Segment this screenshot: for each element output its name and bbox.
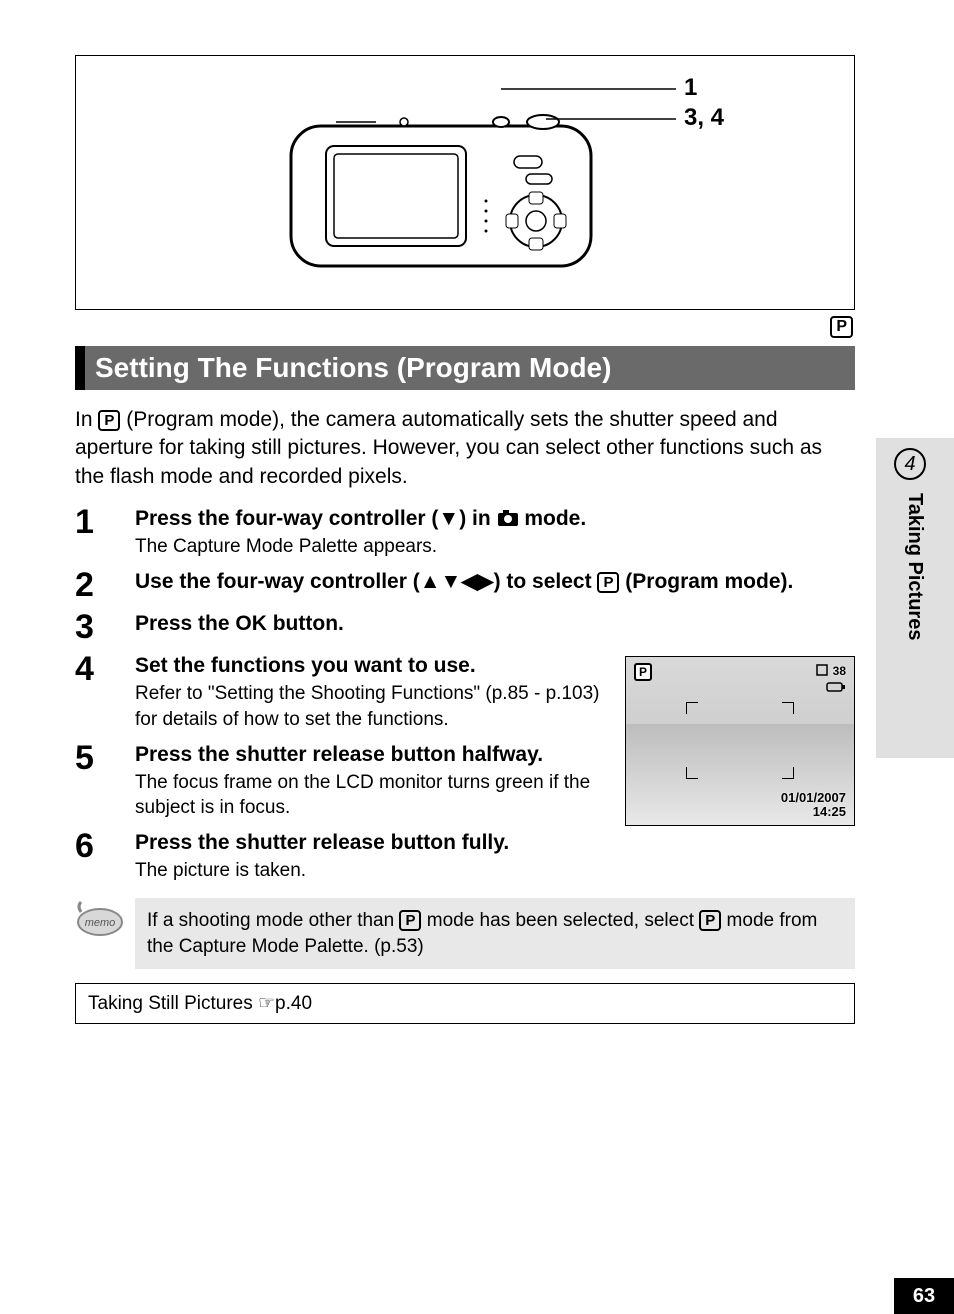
ok-button-text: OK (235, 612, 267, 635)
memo-text: If a shooting mode other than P mode has… (135, 898, 855, 969)
memo-icon: memo (75, 898, 125, 943)
step-1: 1 Press the four-way controller (▼) in m… (75, 505, 855, 560)
p-icon-inline: P (699, 910, 721, 931)
battery-icon (826, 681, 846, 696)
step-number: 1 (75, 505, 135, 560)
step-number: 4 (75, 652, 135, 733)
section-title: Setting The Functions (Program Mode) (75, 346, 855, 390)
p-icon-inline: P (399, 910, 421, 931)
step-desc: The picture is taken. (135, 858, 855, 884)
memory-icon (815, 663, 829, 677)
camera-icon (497, 509, 519, 527)
reference-box: Taking Still Pictures ☞p.40 (75, 983, 855, 1024)
lcd-count: 38 (815, 663, 846, 678)
step-number: 5 (75, 741, 135, 822)
side-tab: 4 Taking Pictures (876, 438, 954, 758)
step-title-b: button. (267, 612, 344, 635)
step-number: 2 (75, 568, 135, 602)
step-5: 5 Press the shutter release button halfw… (75, 741, 611, 822)
step-desc: The Capture Mode Palette appears. (135, 534, 855, 560)
intro-part2: (Program mode), the camera automatically… (75, 408, 822, 488)
step-title-a: Press the four-way controller (▼) in (135, 507, 497, 530)
memo-b: mode has been selected, select (421, 910, 699, 931)
lcd-time: 14:25 (813, 804, 846, 819)
callout-1: 1 (684, 74, 697, 102)
step-4: 4 Set the functions you want to use. Ref… (75, 652, 611, 733)
step-title: Press the shutter release button halfway… (135, 741, 611, 768)
chapter-title: Taking Pictures (903, 493, 926, 640)
step-title-a: Press the (135, 612, 235, 635)
lcd-preview: P 38 01/01/2007 14:25 (625, 656, 855, 826)
camera-illustration-box: 1 3, 4 (75, 55, 855, 310)
step-title-b: mode. (519, 507, 587, 530)
camera-line-art (276, 86, 606, 286)
step-number: 3 (75, 610, 135, 644)
p-icon-inline: P (98, 410, 120, 431)
lcd-mode: P (634, 663, 652, 681)
step-title: Set the functions you want to use. (135, 652, 611, 679)
lcd-date: 01/01/2007 (781, 790, 846, 805)
intro-text: In P (Program mode), the camera automati… (75, 406, 855, 491)
page-number: 63 (894, 1278, 954, 1314)
step-title: Press the shutter release button fully. (135, 829, 855, 856)
mode-badge-p: P (830, 316, 853, 338)
svg-text:memo: memo (85, 917, 116, 929)
p-icon-inline: P (597, 572, 619, 593)
step-3: 3 Press the OK button. (75, 610, 855, 644)
intro-part1: In (75, 408, 98, 431)
step-title-a: Use the four-way controller (▲▼◀▶) to se… (135, 570, 597, 593)
chapter-number-badge: 4 (894, 448, 926, 480)
step-desc: Refer to "Setting the Shooting Functions… (135, 681, 611, 732)
step-6: 6 Press the shutter release button fully… (75, 829, 855, 884)
step-number: 6 (75, 829, 135, 884)
callout-3-4: 3, 4 (684, 104, 724, 132)
step-2: 2 Use the four-way controller (▲▼◀▶) to … (75, 568, 855, 602)
step-desc: The focus frame on the LCD monitor turns… (135, 770, 611, 821)
memo-row: memo If a shooting mode other than P mod… (75, 898, 855, 969)
memo-a: If a shooting mode other than (147, 910, 399, 931)
step-title-b: (Program mode). (619, 570, 793, 593)
lcd-count-value: 38 (833, 664, 846, 678)
